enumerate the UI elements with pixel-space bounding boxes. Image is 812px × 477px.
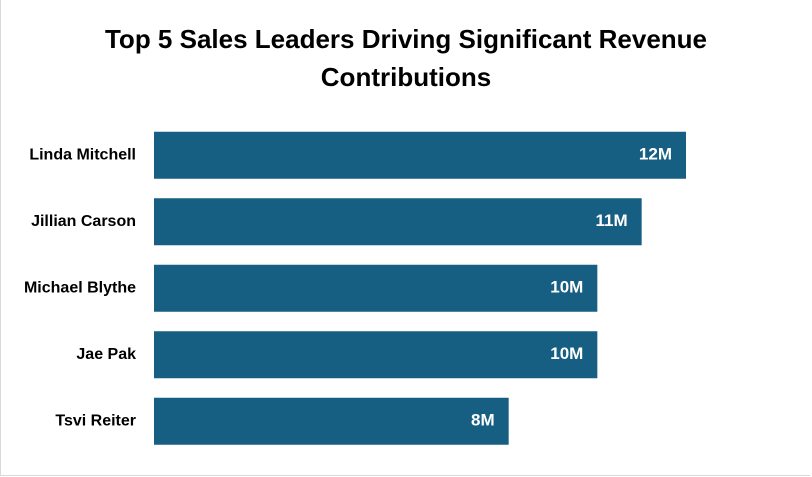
y-tick-label: Linda Mitchell (29, 146, 136, 163)
bar (154, 331, 598, 379)
data-label: 12M (639, 145, 672, 164)
y-tick-label: Jillian Carson (31, 213, 136, 230)
data-label: 11M (596, 211, 628, 230)
bar (154, 131, 686, 179)
data-label: 8M (471, 411, 495, 430)
data-label: 10M (550, 278, 583, 297)
bar (154, 397, 509, 445)
bar (154, 198, 642, 246)
y-tick-label: Tsvi Reiter (55, 412, 136, 429)
y-tick-label: Michael Blythe (24, 279, 136, 296)
chart-title: Top 5 Sales Leaders Driving Significant … (104, 24, 708, 92)
bar (154, 264, 598, 312)
y-tick-label: Jae Pak (76, 346, 136, 363)
data-label: 10M (550, 344, 583, 363)
